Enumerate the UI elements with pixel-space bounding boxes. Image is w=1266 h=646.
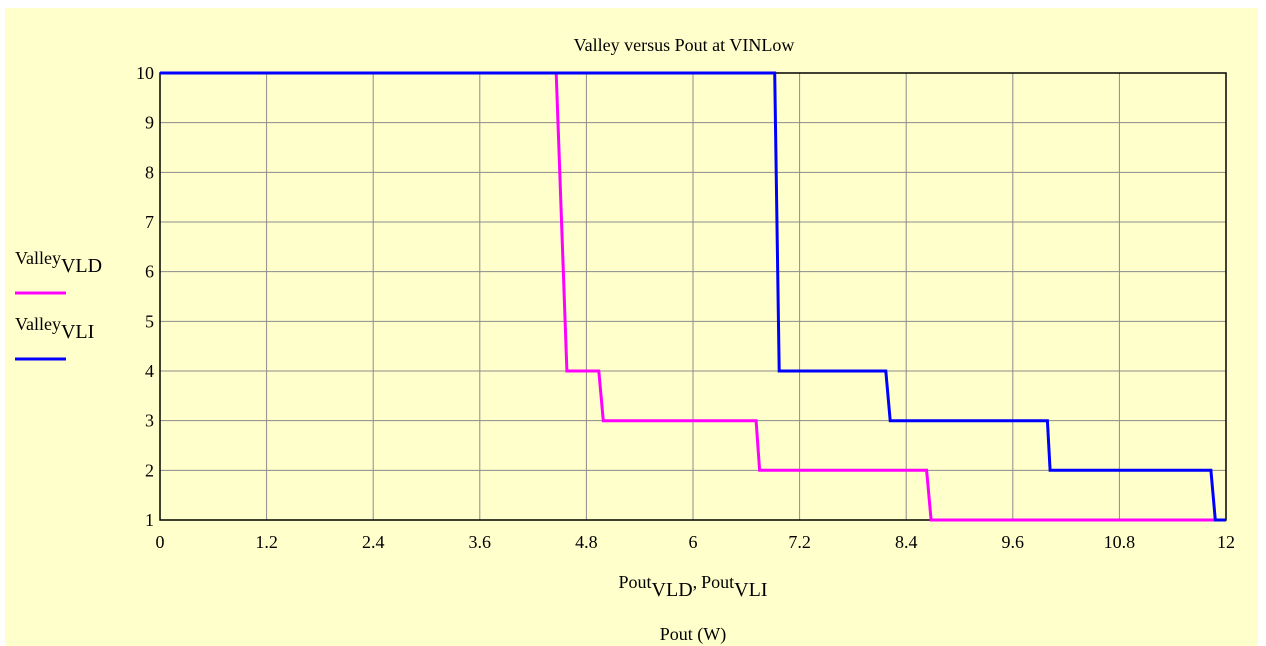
legend-label: ValleyVLD xyxy=(15,248,102,277)
x-variable-name: Pout xyxy=(701,572,734,592)
y-tick-label: 10 xyxy=(136,63,154,83)
legend-subscript: VLD xyxy=(61,255,102,277)
x-tick-label: 9.6 xyxy=(1002,532,1025,552)
legend-label: ValleyVLI xyxy=(15,314,94,343)
legend-name: Valley xyxy=(15,248,61,268)
series-line xyxy=(160,71,1226,522)
chart-title: Valley versus Pout at VINLow xyxy=(574,35,795,55)
x-tick-label: 2.4 xyxy=(362,532,385,552)
y-tick-label: 9 xyxy=(145,113,154,133)
x-variable-name: Pout xyxy=(619,572,652,592)
x-tick-label: 12 xyxy=(1217,532,1235,552)
legend-name: Valley xyxy=(15,314,61,334)
x-tick-label: 0 xyxy=(156,532,165,552)
x-tick-label: 4.8 xyxy=(575,532,598,552)
x-tick-label: 6 xyxy=(689,532,698,552)
y-tick-label: 1 xyxy=(145,510,154,530)
y-tick-label: 8 xyxy=(145,162,154,182)
y-tick-label: 7 xyxy=(145,212,154,232)
x-variables-separator: , xyxy=(693,572,698,592)
y-tick-label: 2 xyxy=(145,460,154,480)
x-tick-label: 1.2 xyxy=(255,532,278,552)
x-tick-label: 10.8 xyxy=(1104,532,1136,552)
legend-subscript: VLI xyxy=(61,321,94,343)
x-variable-subscript: VLD xyxy=(652,579,693,601)
y-tick-label: 5 xyxy=(145,311,154,331)
x-tick-label: 7.2 xyxy=(788,532,811,552)
y-tick-label: 4 xyxy=(145,361,154,381)
y-tick-label: 3 xyxy=(145,411,154,431)
x-tick-label: 3.6 xyxy=(469,532,492,552)
x-axis-label: Pout (W) xyxy=(660,624,727,645)
x-variables-label: PoutVLD, PoutVLI xyxy=(619,572,768,601)
x-tick-label: 8.4 xyxy=(895,532,918,552)
y-tick-label: 6 xyxy=(145,262,154,282)
x-variable-subscript: VLI xyxy=(734,579,767,601)
series-line xyxy=(160,71,1226,522)
